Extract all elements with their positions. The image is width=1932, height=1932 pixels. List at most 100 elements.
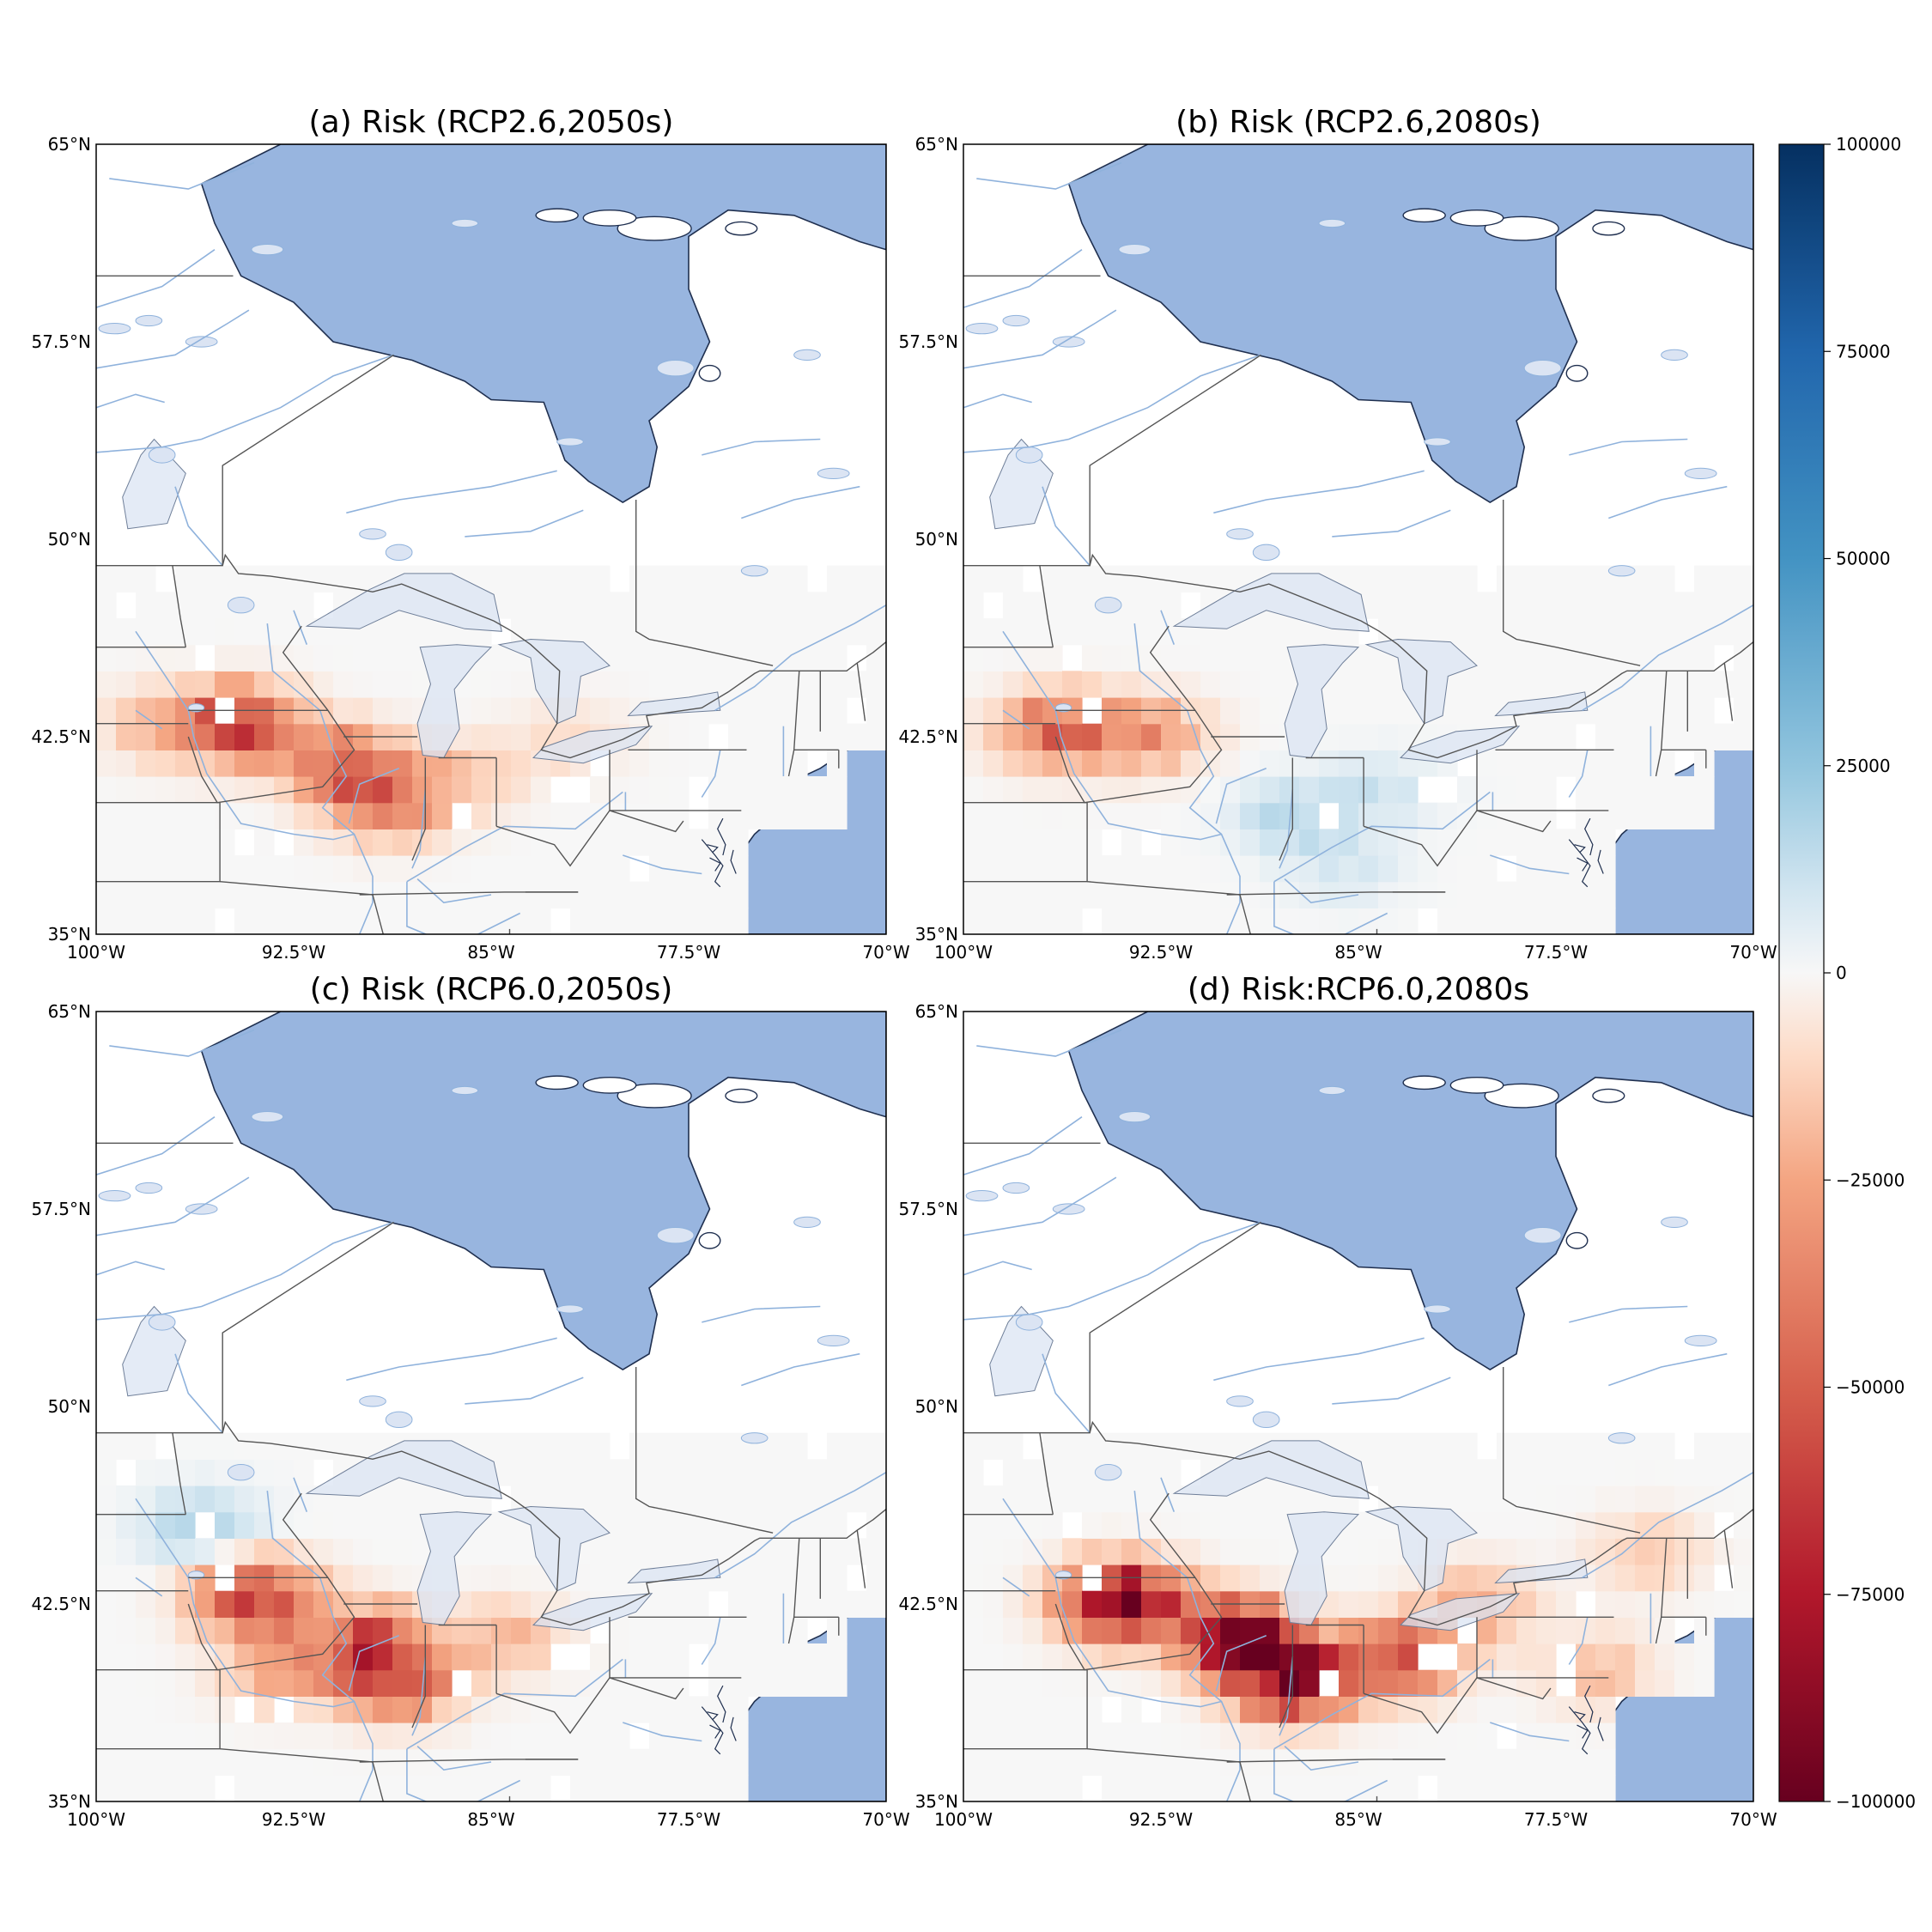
risk-cell: [1042, 565, 1063, 592]
risk-cell: [1358, 1669, 1379, 1697]
risk-cell: [787, 1669, 808, 1697]
risk-cell: [1714, 565, 1735, 592]
risk-cell: [1457, 855, 1478, 883]
small-lake: [740, 1432, 769, 1444]
risk-cell: [195, 618, 216, 646]
risk-cell: [1279, 671, 1300, 698]
risk-cell: [787, 802, 808, 829]
risk-cell: [1516, 565, 1537, 592]
risk-cell: [1378, 829, 1399, 856]
risk-cell: [1674, 697, 1695, 725]
risk-cell: [1121, 1590, 1142, 1618]
risk-cell: [1279, 750, 1300, 777]
risk-cell: [452, 1617, 472, 1644]
risk-cell: [1240, 1617, 1261, 1644]
risk-cell: [728, 908, 749, 934]
risk-cell: [1240, 776, 1261, 804]
risk-cell: [511, 776, 532, 804]
risk-cell: [748, 1617, 769, 1644]
risk-cell: [1536, 829, 1557, 856]
panel-title: (d) Risk:RCP6.0,2080s: [1188, 972, 1529, 1007]
risk-cell: [274, 1459, 295, 1486]
island: [1402, 208, 1446, 223]
risk-cell: [1181, 855, 1201, 883]
risk-cell: [1042, 750, 1063, 777]
risk-cell: [471, 1590, 492, 1618]
risk-cell: [1635, 1590, 1656, 1618]
risk-cell: [432, 1485, 453, 1513]
border-line: [172, 1432, 186, 1515]
risk-cell: [1240, 1485, 1261, 1513]
risk-cell: [1556, 723, 1577, 750]
risk-cell: [550, 829, 571, 856]
risk-cell: [175, 776, 196, 804]
small-lake: [1661, 1216, 1688, 1228]
lon-tick-label: 77.5°W: [1524, 1809, 1589, 1830]
coastline: [1574, 1711, 1586, 1721]
risk-cell: [116, 1775, 137, 1801]
border-line: [963, 1420, 1753, 1626]
risk-cell: [1655, 1459, 1675, 1486]
risk-cell: [195, 723, 216, 750]
river: [348, 768, 399, 824]
risk-cell: [392, 855, 413, 883]
risk-cell: [116, 565, 137, 592]
risk-cell: [234, 618, 255, 646]
risk-cell: [1576, 1748, 1596, 1776]
risk-cell: [294, 1432, 314, 1460]
risk-cell: [274, 1617, 295, 1644]
risk-cell: [432, 1696, 453, 1723]
risk-cell: [175, 1538, 196, 1565]
risk-cell: [1279, 802, 1300, 829]
risk-cell: [708, 1511, 729, 1539]
risk-cell: [491, 1669, 512, 1697]
risk-cell: [1181, 565, 1201, 592]
risk-cell: [1042, 908, 1063, 934]
risk-cell: [1141, 618, 1162, 646]
risk-cell: [1477, 1459, 1498, 1486]
risk-cell: [1181, 1748, 1201, 1776]
risk-cell: [1141, 1590, 1162, 1618]
risk-cell: [353, 1722, 374, 1750]
risk-cell: [689, 829, 709, 856]
lat-tick-label: 65°N: [48, 134, 91, 155]
risk-cell: [570, 1669, 591, 1697]
risk-cell: [708, 671, 729, 698]
river: [416, 878, 492, 904]
risk-cell: [1714, 1590, 1735, 1618]
risk-cell: [155, 776, 176, 804]
small-lake: [1424, 437, 1451, 447]
river: [1490, 1722, 1570, 1742]
risk-cell: [1576, 1775, 1596, 1801]
risk-cell: [1042, 1511, 1063, 1539]
risk-cell: [1339, 1538, 1359, 1565]
risk-cell: [1378, 1669, 1399, 1697]
risk-cell: [1536, 908, 1557, 934]
lat-tick-label: 35°N: [48, 924, 91, 945]
river: [96, 1221, 394, 1321]
risk-cell: [866, 1485, 886, 1513]
risk-cell: [195, 750, 216, 777]
risk-cell: [1437, 565, 1458, 592]
border-line: [1239, 894, 1251, 934]
risk-cell: [195, 881, 216, 908]
risk-cell: [1062, 618, 1083, 646]
risk-cell: [471, 1643, 492, 1671]
risk-cell: [1141, 802, 1162, 829]
risk-cell: [195, 1643, 216, 1671]
risk-cell: [1003, 776, 1024, 804]
border-line: [222, 1221, 394, 1433]
risk-cell: [175, 618, 196, 646]
risk-cell: [511, 1617, 532, 1644]
risk-cell: [353, 855, 374, 883]
risk-cell: [590, 1459, 611, 1486]
risk-cell: [215, 1748, 235, 1776]
coastline: [1568, 1706, 1591, 1755]
risk-cell: [1102, 1722, 1122, 1750]
risk-cell: [1003, 1748, 1024, 1776]
risk-cell: [983, 1564, 1004, 1592]
risk-cell: [531, 881, 551, 908]
risk-cell: [807, 1643, 828, 1671]
risk-cell: [827, 1564, 848, 1592]
risk-cell: [136, 1459, 156, 1486]
